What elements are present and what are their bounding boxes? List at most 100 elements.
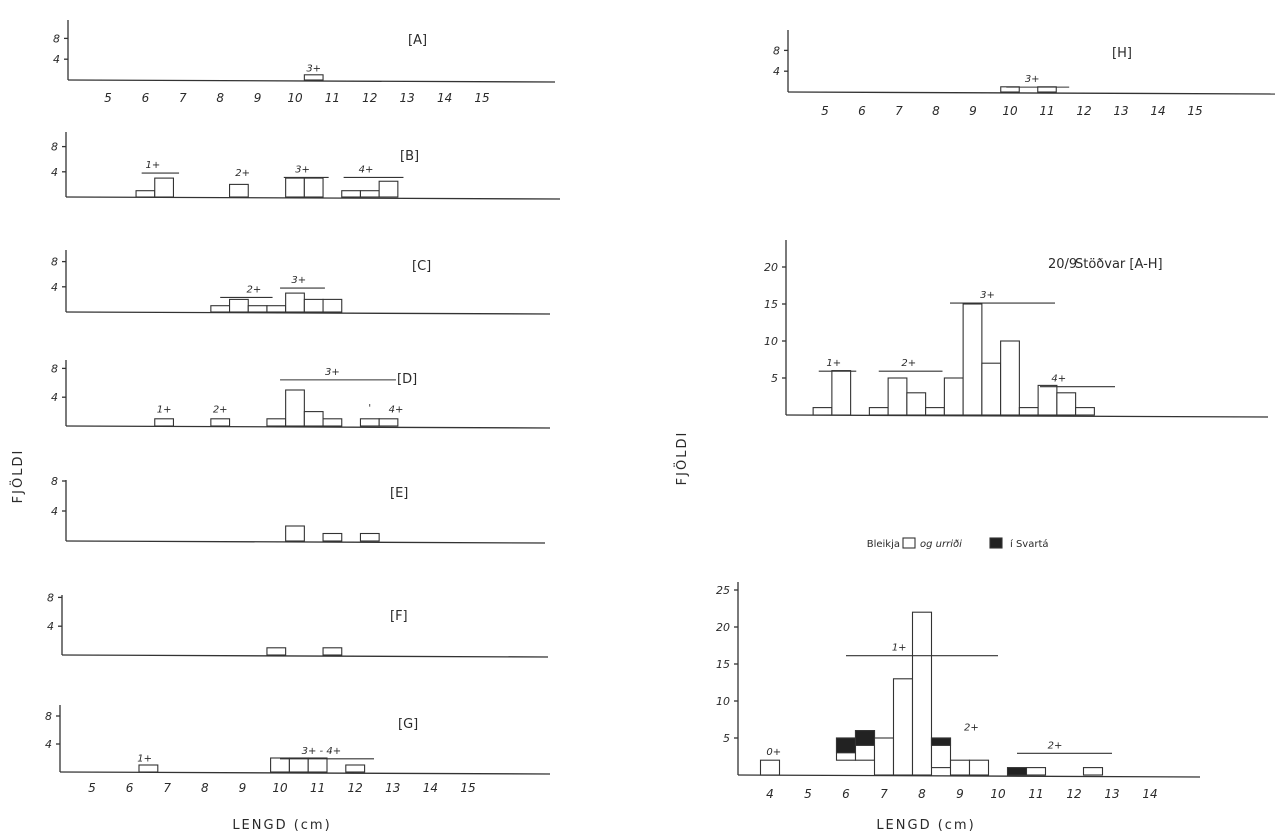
panel-title-h: [H] [1112, 46, 1132, 61]
age-label-d: 2+ [213, 404, 228, 415]
right-x-label: LENGD (cm) [876, 818, 975, 833]
age-label-c: 3+ [291, 275, 306, 286]
age-label-svarta: 1+ [892, 643, 907, 654]
panel-b: 4 8 [B] 1+ 2+ 3+ 4+ [51, 132, 561, 200]
age-label-b: 3+ [295, 164, 310, 175]
x-tick-label-g: 13 [385, 781, 400, 795]
age-label-b: 4+ [359, 164, 374, 175]
x-tick-label-svarta: 7 [880, 787, 888, 801]
summary-date: 20/9 [1048, 257, 1077, 272]
x-tick-label-h: 12 [1076, 104, 1091, 118]
x-axis-a [67, 79, 556, 83]
x-tick-label-g: 12 [348, 781, 363, 795]
bar-c [210, 305, 231, 313]
x-tick-label-g: 11 [310, 781, 325, 795]
age-label-svarta: 2+ [964, 723, 979, 734]
panel-f: 4 8 [F] [47, 591, 549, 658]
right-y-label: FJÖLDI [673, 431, 690, 486]
panel-h: 4 8 5 6 7 8 9 10 11 12 13 14 15 [H] 3+ [773, 30, 1276, 118]
y-tick-label-sum: 10 [764, 335, 778, 348]
bar-c [247, 305, 268, 313]
panel-e: 4 8 [E] [51, 475, 546, 544]
age-label-sum: 3+ [980, 290, 995, 301]
bar-b [135, 190, 156, 198]
x-tick-label-a: 6 [142, 91, 150, 105]
panels: 4 8 5 6 7 8 9 10 11 12 13 14 15 [A] 3+ 4 8 [B] 1+ 2+ 3+ 4+ 4 8 [… [45, 20, 1276, 801]
bar-d [210, 418, 231, 427]
x-tick-label-h: 5 [821, 104, 829, 118]
x-tick-label-h: 13 [1113, 104, 1128, 118]
y-tick-label-sum: 5 [771, 372, 778, 385]
y-tick-label-h: 4 [773, 65, 780, 78]
y-tick-label-svarta: 20 [716, 621, 730, 634]
x-tick-label-svarta: 8 [918, 787, 926, 801]
bar-sum [887, 377, 908, 416]
x-axis-d [65, 425, 551, 429]
bar-b [341, 190, 362, 198]
y-tick-label-c: 4 [51, 281, 58, 294]
y-tick-label-svarta: 10 [716, 695, 730, 708]
x-axis-sum [785, 414, 1269, 418]
y-tick-label-c: 8 [51, 256, 58, 269]
bar-sum [943, 377, 964, 416]
x-tick-label-a: 9 [254, 91, 262, 105]
bar-sum [1056, 392, 1077, 416]
age-label-a: 3+ [306, 64, 321, 75]
panel-a: 4 8 5 6 7 8 9 10 11 12 13 14 15 [A] 3+ [53, 20, 556, 105]
x-tick-label-svarta: 9 [956, 787, 964, 801]
bar-e [359, 532, 380, 542]
y-tick-label-g: 4 [45, 738, 52, 751]
x-tick-label-a: 5 [104, 91, 112, 105]
age-label-d: 3+ [325, 367, 340, 378]
x-axis-f [61, 654, 549, 658]
bar-sum [812, 407, 833, 416]
y-tick-label-a: 8 [53, 32, 60, 45]
left-x-label: LENGD (cm) [232, 818, 331, 833]
legend-urridi-label: og urriði [920, 539, 962, 550]
panel-title-e: [E] [390, 486, 408, 501]
bar-sum [981, 362, 1002, 416]
bar-g [307, 757, 328, 773]
x-tick-label-a: 15 [474, 91, 489, 105]
bar-e [322, 532, 343, 542]
x-tick-label-g: 9 [239, 781, 247, 795]
panel-sum: 5 10 15 20 1+ 2+ 3+ 4+ [764, 240, 1269, 418]
x-tick-label-a: 12 [362, 91, 377, 105]
x-tick-label-svarta: 6 [842, 787, 850, 801]
y-tick-label-svarta: 5 [723, 732, 730, 745]
bar-d [303, 411, 324, 427]
bar-sum [906, 392, 927, 416]
bar-urridi-svarta [1006, 767, 1028, 776]
age-label-d: 4+ [389, 404, 404, 415]
x-tick-label-a: 8 [216, 91, 224, 105]
y-tick-label-d: 4 [51, 391, 58, 404]
legend: Bleikja og urriði í Svartá [867, 537, 1049, 550]
bar-urridi-svarta [835, 737, 857, 754]
bar-sum [1075, 407, 1095, 416]
legend-bleikja-swatch [902, 537, 916, 549]
bar-e [285, 525, 305, 542]
bar-svarta [1082, 767, 1104, 776]
bar-svarta [873, 737, 895, 776]
panel-title-c: [C] [412, 259, 431, 274]
legend-bleikja-label: Bleikja [867, 539, 900, 550]
left-y-label: FJÖLDI [9, 449, 26, 504]
age-label-sum: 2+ [901, 358, 916, 369]
age-label-sum: 4+ [1051, 374, 1066, 385]
panel-d: 4 8 [D] 1+ 2+ 3+ ' 4+ [51, 360, 551, 429]
age-label-sum: 1+ [826, 358, 841, 369]
age-label-g: 1+ [137, 754, 152, 765]
bar-b [359, 190, 380, 198]
bar-f [322, 647, 343, 656]
y-tick-label-d: 8 [51, 362, 58, 375]
y-tick-label-e: 4 [51, 505, 58, 518]
x-tick-label-svarta: 5 [804, 787, 812, 801]
age-label-c: 2+ [246, 284, 261, 295]
x-tick-label-h: 8 [932, 104, 940, 118]
x-tick-label-h: 9 [969, 104, 977, 118]
y-tick-label-sum: 20 [764, 261, 778, 274]
panel-title-b: [B] [400, 149, 419, 164]
x-tick-label-g: 8 [201, 781, 209, 795]
x-tick-label-svarta: 13 [1104, 787, 1119, 801]
